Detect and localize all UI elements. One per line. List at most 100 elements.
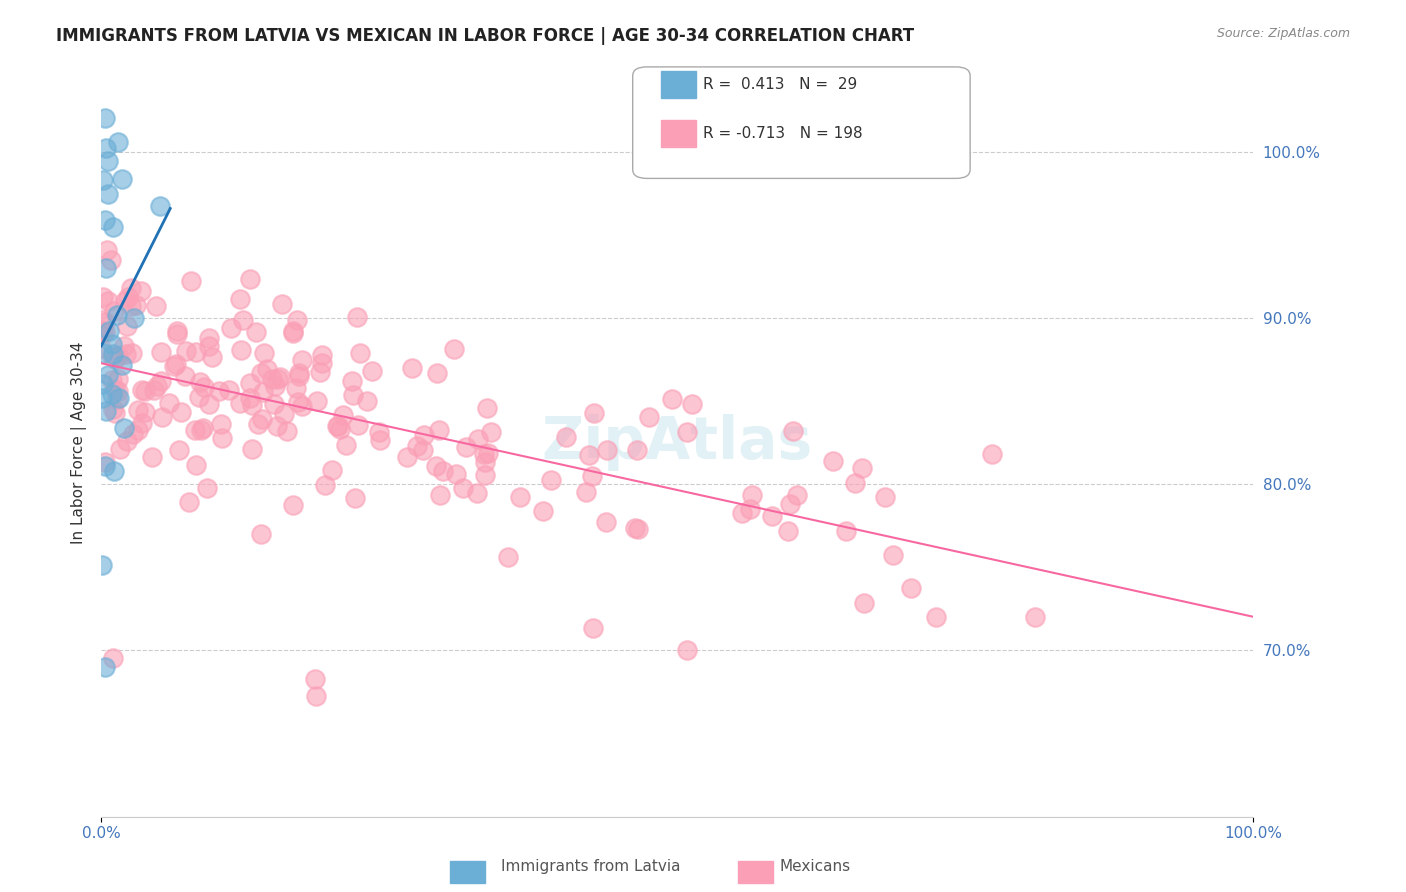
Point bbox=[96, 404, 118, 418]
Point bbox=[581, 469, 603, 483]
Point bbox=[229, 292, 252, 306]
Text: Immigrants from Latvia: Immigrants from Latvia bbox=[501, 859, 681, 874]
Point bbox=[426, 367, 449, 381]
Point bbox=[731, 507, 754, 521]
Point bbox=[626, 442, 648, 457]
Point bbox=[264, 378, 287, 392]
Point bbox=[332, 408, 354, 422]
Point bbox=[474, 467, 496, 482]
Point bbox=[111, 172, 134, 186]
Point bbox=[163, 359, 186, 373]
Point bbox=[129, 284, 152, 298]
Point bbox=[853, 596, 876, 610]
Text: IMMIGRANTS FROM LATVIA VS MEXICAN IN LABOR FORCE | AGE 30-34 CORRELATION CHART: IMMIGRANTS FROM LATVIA VS MEXICAN IN LAB… bbox=[56, 27, 914, 45]
Point bbox=[250, 411, 273, 425]
Point bbox=[349, 346, 371, 360]
Point bbox=[263, 397, 285, 411]
Point bbox=[103, 464, 125, 478]
Point bbox=[141, 450, 163, 464]
Point bbox=[167, 442, 190, 457]
Point bbox=[104, 382, 127, 396]
Point bbox=[253, 346, 276, 360]
Point bbox=[157, 395, 180, 409]
Point bbox=[981, 447, 1004, 461]
Text: R =  0.413   N =  29: R = 0.413 N = 29 bbox=[703, 78, 858, 92]
Point bbox=[239, 376, 262, 390]
Point bbox=[170, 405, 193, 419]
Point bbox=[761, 508, 783, 523]
Point bbox=[188, 376, 211, 390]
Point bbox=[266, 419, 288, 434]
Point bbox=[285, 381, 308, 395]
Point bbox=[103, 303, 125, 318]
Point bbox=[187, 390, 209, 404]
Point bbox=[626, 522, 648, 536]
Point bbox=[125, 298, 148, 312]
Point bbox=[240, 398, 263, 412]
Point bbox=[166, 324, 188, 338]
Point bbox=[676, 425, 699, 439]
Point bbox=[262, 372, 284, 386]
Point bbox=[844, 476, 866, 491]
Point bbox=[1024, 610, 1046, 624]
Point bbox=[107, 372, 129, 386]
Point bbox=[291, 353, 314, 368]
Point bbox=[882, 548, 904, 562]
Point bbox=[472, 447, 495, 461]
Point bbox=[401, 361, 423, 376]
Point bbox=[94, 325, 117, 339]
Point bbox=[149, 345, 172, 359]
Point bbox=[305, 393, 328, 408]
Point bbox=[100, 337, 122, 351]
Point bbox=[198, 339, 221, 353]
Point bbox=[427, 423, 450, 437]
Point bbox=[311, 348, 333, 362]
Point bbox=[150, 409, 173, 424]
Point bbox=[145, 299, 167, 313]
Point bbox=[105, 392, 128, 407]
Point bbox=[342, 388, 364, 402]
Point bbox=[121, 346, 143, 360]
Point bbox=[93, 660, 115, 674]
Point bbox=[120, 299, 142, 313]
Point bbox=[114, 293, 136, 308]
Point bbox=[117, 318, 139, 333]
Point bbox=[851, 460, 873, 475]
Point bbox=[444, 467, 467, 482]
Point bbox=[432, 464, 454, 478]
Point bbox=[97, 187, 120, 202]
Point bbox=[209, 417, 232, 432]
Point bbox=[107, 384, 129, 398]
Point bbox=[740, 501, 762, 516]
Point bbox=[531, 504, 554, 518]
Point bbox=[287, 395, 309, 409]
Point bbox=[90, 391, 112, 405]
Point bbox=[108, 442, 131, 456]
Point bbox=[283, 499, 305, 513]
Point bbox=[131, 416, 153, 430]
Point bbox=[107, 349, 129, 363]
Point bbox=[94, 212, 117, 227]
Point bbox=[269, 369, 291, 384]
Point bbox=[100, 349, 122, 363]
Point bbox=[900, 581, 922, 595]
Point bbox=[180, 274, 202, 288]
Point bbox=[90, 322, 112, 336]
Point bbox=[638, 409, 661, 424]
Point bbox=[193, 380, 215, 394]
Point bbox=[165, 357, 187, 371]
Point bbox=[596, 443, 619, 458]
Point bbox=[115, 347, 138, 361]
Point bbox=[91, 173, 114, 187]
Point bbox=[555, 430, 578, 444]
Point bbox=[453, 481, 475, 495]
Point bbox=[776, 524, 799, 539]
Point bbox=[305, 690, 328, 704]
Point bbox=[122, 310, 145, 325]
Point bbox=[367, 425, 389, 440]
Point bbox=[94, 112, 117, 126]
Point bbox=[177, 494, 200, 508]
Point bbox=[288, 368, 311, 383]
Point bbox=[250, 367, 273, 381]
Point bbox=[583, 406, 606, 420]
